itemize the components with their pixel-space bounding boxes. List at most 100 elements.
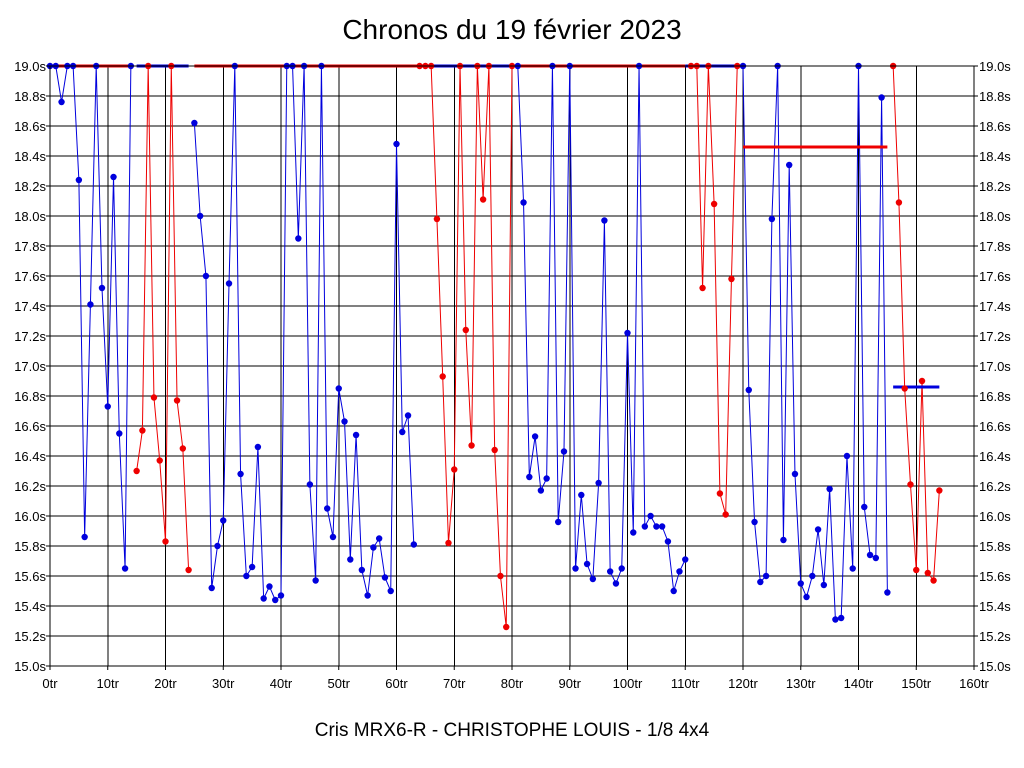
series-line-blue-4	[742, 65, 888, 621]
data-point-blue-1	[98, 284, 106, 292]
data-point-red-2	[451, 466, 458, 473]
x-tick-label: 150tr	[901, 676, 931, 691]
data-point-blue-4	[849, 565, 856, 572]
data-point-blue-3	[595, 479, 602, 487]
data-point-blue-4	[837, 614, 845, 622]
data-point-red-1	[150, 394, 158, 401]
x-tick-label: 160tr	[959, 676, 989, 691]
y-tick-label: 15.0s	[14, 659, 46, 674]
data-point-blue-2	[335, 385, 342, 392]
x-tick-label: 70tr	[443, 676, 466, 691]
data-point-blue-2	[399, 428, 406, 436]
data-point-blue-2	[277, 592, 285, 599]
data-point-blue-4	[757, 578, 764, 586]
data-point-blue-4	[884, 589, 891, 596]
data-point-blue-4	[797, 580, 804, 587]
series-line-blue-2	[193, 65, 415, 601]
data-point-red-2	[445, 539, 452, 547]
y-tick-label-right: 17.2s	[979, 329, 1011, 344]
data-point-red-2	[433, 215, 441, 223]
data-point-blue-4	[762, 572, 770, 580]
data-point-red-2	[479, 196, 487, 203]
data-point-red-4	[936, 487, 943, 494]
data-point-blue-2	[410, 541, 418, 548]
data-point-red-3	[728, 275, 735, 283]
data-point-blue-4	[745, 386, 752, 394]
chart-segments	[50, 64, 940, 389]
y-tick-label-right: 16.2s	[979, 479, 1011, 494]
chart-title: Chronos du 19 février 2023	[342, 14, 682, 45]
data-point-blue-2	[347, 556, 354, 563]
data-point-blue-3	[537, 487, 545, 494]
data-point-blue-1	[81, 533, 88, 541]
data-point-blue-4	[843, 452, 851, 460]
data-point-blue-4	[820, 581, 828, 589]
y-tick-label: 17.0s	[14, 359, 46, 374]
y-tick-label-right: 17.8s	[979, 239, 1011, 254]
series-line-red-2	[419, 65, 513, 628]
data-point-blue-1	[75, 176, 83, 184]
data-point-red-4	[918, 377, 926, 385]
data-point-red-2	[503, 623, 510, 631]
data-point-blue-3	[531, 433, 539, 440]
y-tick-label: 16.2s	[14, 479, 46, 494]
x-tick-label: 20tr	[154, 676, 177, 691]
data-point-blue-3	[653, 523, 660, 530]
data-point-blue-3	[641, 523, 649, 530]
y-tick-label-right: 16.0s	[979, 509, 1011, 524]
data-point-blue-4	[809, 572, 816, 580]
y-tick-label: 17.4s	[14, 299, 46, 314]
data-point-red-4	[895, 199, 903, 206]
x-tick-label: 10tr	[97, 676, 120, 691]
data-point-blue-4	[786, 161, 793, 169]
data-point-blue-4	[866, 551, 874, 559]
data-point-blue-4	[780, 536, 787, 544]
data-point-blue-2	[272, 596, 279, 604]
x-tick-label: 60tr	[385, 676, 408, 691]
data-point-blue-2	[248, 563, 256, 571]
series-line-blue-1	[50, 65, 132, 569]
x-tick-label: 140tr	[844, 676, 874, 691]
data-point-blue-2	[243, 572, 250, 580]
data-point-blue-4	[872, 554, 880, 562]
data-point-blue-2	[381, 574, 389, 581]
data-point-blue-3	[583, 560, 591, 568]
data-point-blue-2	[404, 412, 412, 419]
y-tick-label-right: 17.0s	[979, 359, 1011, 374]
data-point-blue-3	[618, 565, 625, 572]
y-tick-label: 15.2s	[14, 629, 46, 644]
series-line-blue-3	[517, 65, 686, 592]
data-point-blue-2	[387, 587, 394, 595]
data-point-blue-3	[670, 587, 677, 595]
y-tick-label: 17.2s	[14, 329, 46, 344]
data-point-blue-4	[878, 94, 885, 101]
data-point-blue-3	[647, 512, 654, 520]
y-tick-label: 17.6s	[14, 269, 46, 284]
y-tick-label-right: 16.4s	[979, 449, 1011, 464]
data-point-red-4	[930, 577, 937, 584]
y-tick-label-right: 18.8s	[979, 89, 1011, 104]
y-tick-label-right: 15.2s	[979, 629, 1011, 644]
plot-frame	[49, 65, 975, 667]
data-point-blue-3	[606, 568, 614, 575]
series-line-red-1	[136, 65, 190, 571]
y-tick-label: 17.8s	[14, 239, 46, 254]
data-point-blue-4	[814, 526, 822, 533]
y-tick-label: 16.8s	[14, 389, 46, 404]
data-point-blue-3	[658, 523, 666, 530]
data-point-blue-3	[601, 217, 608, 224]
data-point-blue-2	[358, 566, 366, 574]
data-point-blue-1	[116, 430, 123, 437]
data-point-blue-2	[208, 584, 215, 592]
data-point-blue-2	[375, 535, 383, 542]
data-point-blue-2	[324, 505, 331, 512]
y-tick-label-right: 16.6s	[979, 419, 1011, 434]
data-point-blue-2	[266, 583, 273, 590]
data-point-blue-2	[225, 280, 233, 287]
y-tick-label-right: 17.4s	[979, 299, 1011, 314]
data-point-blue-2	[364, 592, 371, 599]
data-point-blue-2	[254, 443, 262, 451]
data-point-blue-3	[676, 568, 683, 575]
y-tick-label: 16.6s	[14, 419, 46, 434]
